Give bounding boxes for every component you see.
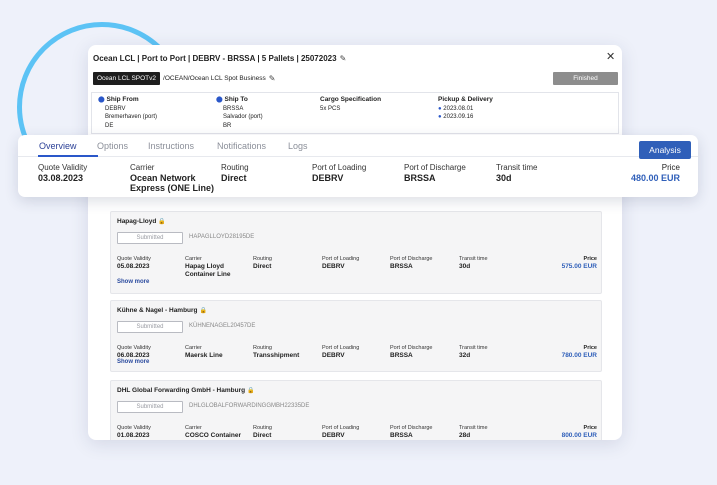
tab-notifications[interactable]: Notifications <box>217 141 267 151</box>
summary-port-of-loading: Port of Loading DEBRV <box>312 163 367 183</box>
location-pin-icon: ⬤ <box>216 97 223 103</box>
summary-quote-validity: Quote Validity 03.08.2023 <box>38 163 88 183</box>
cargo-spec: Cargo Specification 5x PCS <box>320 96 382 112</box>
location-pin-icon: ⬤ <box>98 97 105 103</box>
tab-logs[interactable]: Logs <box>288 141 308 151</box>
close-icon[interactable]: ✕ <box>606 51 616 63</box>
business-path: /OCEAN/Ocean LCL Spot Business <box>163 75 266 82</box>
overview-card: Overview Options Instructions Notificati… <box>18 135 698 197</box>
analysis-button[interactable]: Analysis <box>639 141 691 159</box>
modal-title: Ocean LCL | Port to Port | DEBRV - BRSSA… <box>93 54 347 63</box>
tab-bar: Overview Options Instructions Notificati… <box>18 135 698 157</box>
pencil-icon[interactable]: ✎ <box>268 74 276 83</box>
ship-from: ⬤ Ship From DEBRV Bremerhaven (port) DE <box>98 96 158 129</box>
tab-instructions[interactable]: Instructions <box>148 141 195 151</box>
bullet-icon: ● <box>438 105 442 112</box>
status-badge: Finished <box>553 72 618 85</box>
summary-carrier: Carrier Ocean Network Express (ONE Line) <box>130 163 215 193</box>
shipment-info: ⬤ Ship From DEBRV Bremerhaven (port) DE … <box>91 92 619 134</box>
product-tag: Ocean LCL SPOTv2 <box>93 72 161 85</box>
summary-routing: Routing Direct <box>221 163 249 183</box>
summary-port-of-discharge: Port of Discharge BRSSA <box>404 163 466 183</box>
pencil-icon[interactable]: ✎ <box>339 54 347 63</box>
ship-to: ⬤ Ship To BRSSA Salvador (port) BR <box>216 96 263 129</box>
quote-modal: Ocean LCL | Port to Port | DEBRV - BRSSA… <box>88 45 622 440</box>
tab-options[interactable]: Options <box>97 141 129 151</box>
tag-row: Ocean LCL SPOTv2 /OCEAN/Ocean LCL Spot B… <box>93 72 275 85</box>
tab-overview[interactable]: Overview <box>39 141 77 151</box>
pickup-delivery: Pickup & Delivery ● 2023.08.01 ● 2023.09… <box>438 96 493 120</box>
bullet-icon: ● <box>438 114 442 120</box>
summary-transit-time: Transit time 30d <box>496 163 538 183</box>
summary-price: Price 480.00 EUR <box>630 163 680 183</box>
active-tab-indicator <box>38 155 98 157</box>
